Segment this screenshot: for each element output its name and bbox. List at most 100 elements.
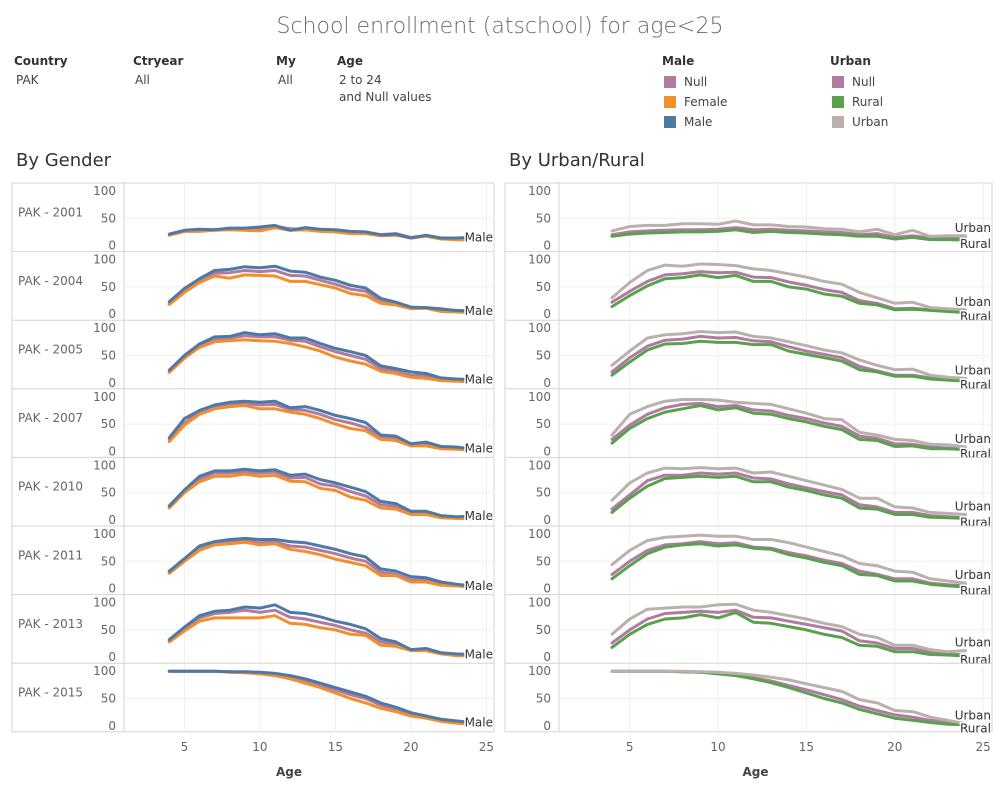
filter-value: and Null values	[339, 90, 432, 104]
end-label: Male	[465, 304, 493, 318]
y-tick-label: 100	[528, 184, 551, 198]
series-line-female	[167, 404, 473, 452]
end-label: Rural	[960, 515, 991, 529]
end-label: Urban	[955, 432, 991, 446]
legend-item-female[interactable]: Female	[662, 92, 727, 112]
legend-swatch	[664, 76, 676, 88]
x-axis-title: Age	[742, 765, 768, 779]
series-line-male	[167, 223, 473, 240]
series-line-rural	[610, 542, 967, 589]
y-tick-label: 0	[108, 582, 116, 596]
filter-label: My	[276, 54, 296, 68]
end-label: Urban	[955, 295, 991, 309]
y-tick-label: 50	[536, 554, 551, 568]
series-line-urban	[610, 219, 967, 238]
legend-swatch	[664, 96, 676, 108]
y-tick-label: 100	[93, 664, 116, 678]
series-line-urban	[610, 602, 967, 654]
series-line-urban	[610, 533, 967, 585]
end-label: Urban	[955, 568, 991, 582]
end-label: Rural	[960, 584, 991, 598]
y-tick-label: 0	[108, 376, 116, 390]
row-label: PAK - 2010	[18, 480, 83, 494]
series-line-female	[167, 472, 473, 521]
series-line-urban	[610, 466, 967, 516]
legend-label: Male	[684, 115, 713, 129]
series-line-male	[167, 399, 473, 451]
y-tick-label: 50	[101, 211, 116, 225]
x-tick-label: 25	[479, 740, 494, 754]
y-tick-label: 0	[543, 719, 551, 733]
y-tick-label: 100	[93, 458, 116, 472]
y-tick-label: 50	[536, 280, 551, 294]
row-label: PAK - 2004	[18, 274, 83, 288]
legend-item-rural[interactable]: Rural	[830, 92, 888, 112]
row-label: PAK - 2011	[18, 548, 83, 562]
series-line-urban	[610, 669, 967, 726]
y-tick-label: 50	[536, 211, 551, 225]
x-tick-label: 10	[710, 740, 725, 754]
x-tick-label: 15	[799, 740, 814, 754]
y-tick-label: 50	[101, 349, 116, 363]
y-tick-label: 100	[528, 596, 551, 610]
y-tick-label: 100	[93, 184, 116, 198]
filter-my[interactable]: My All	[276, 54, 296, 89]
y-tick-label: 0	[108, 513, 116, 527]
series-line-urban	[610, 330, 967, 380]
legend-item-null[interactable]: Null	[662, 72, 727, 92]
y-tick-label: 0	[543, 650, 551, 664]
x-tick-label: 25	[976, 740, 991, 754]
y-tick-label: 50	[536, 486, 551, 500]
panel-title-gender: By Gender	[16, 150, 112, 171]
end-label: Male	[465, 716, 493, 730]
filter-age[interactable]: Age 2 to 24 and Null values	[337, 54, 431, 106]
legend-urban: Urban Null Rural Urban	[830, 54, 888, 132]
y-tick-label: 0	[543, 376, 551, 390]
filter-country[interactable]: Country PAK	[14, 54, 68, 89]
y-tick-label: 50	[101, 486, 116, 500]
end-label: Rural	[960, 447, 991, 461]
legend-item-male[interactable]: Male	[662, 112, 727, 132]
series-line-rural	[610, 474, 967, 520]
legend-label: Rural	[852, 95, 884, 109]
y-tick-label: 100	[93, 527, 116, 541]
legend-title: Urban	[830, 54, 871, 68]
filter-label: Country	[14, 54, 68, 68]
legend-item-urban[interactable]: Urban	[830, 112, 888, 132]
y-tick-label: 0	[108, 307, 116, 321]
y-tick-label: 100	[93, 253, 116, 267]
row-label: PAK - 2007	[18, 411, 83, 425]
filter-ctryear[interactable]: Ctryear All	[133, 54, 183, 89]
series-line-female	[167, 338, 473, 384]
series-line-null	[610, 401, 967, 451]
legend-label: Null	[852, 75, 876, 89]
row-label: PAK - 2013	[18, 617, 83, 631]
y-tick-label: 0	[108, 650, 116, 664]
x-axis-title: Age	[276, 765, 302, 779]
legend-swatch	[664, 116, 676, 128]
x-tick-label: 15	[328, 740, 343, 754]
y-tick-label: 100	[528, 458, 551, 472]
legend-item-null[interactable]: Null	[830, 72, 888, 92]
legend-label: Female	[684, 95, 728, 109]
filter-label: Age	[337, 54, 364, 68]
y-tick-label: 100	[528, 664, 551, 678]
series-line-male	[167, 467, 473, 519]
series-line-rural	[610, 404, 967, 452]
y-tick-label: 0	[543, 582, 551, 596]
x-tick-label: 5	[626, 740, 634, 754]
x-tick-label: 5	[181, 740, 189, 754]
row-label: PAK - 2015	[18, 686, 83, 700]
series-line-male	[167, 536, 473, 588]
filter-value: All	[278, 73, 293, 87]
y-tick-label: 50	[536, 349, 551, 363]
series-line-rural	[610, 610, 967, 658]
y-tick-label: 100	[93, 321, 116, 335]
y-tick-label: 50	[536, 623, 551, 637]
legend-gender: Male Null Female Male	[662, 54, 727, 132]
y-tick-label: 50	[101, 280, 116, 294]
legend-swatch	[832, 96, 844, 108]
legend-title: Male	[662, 54, 695, 68]
y-tick-label: 100	[528, 527, 551, 541]
